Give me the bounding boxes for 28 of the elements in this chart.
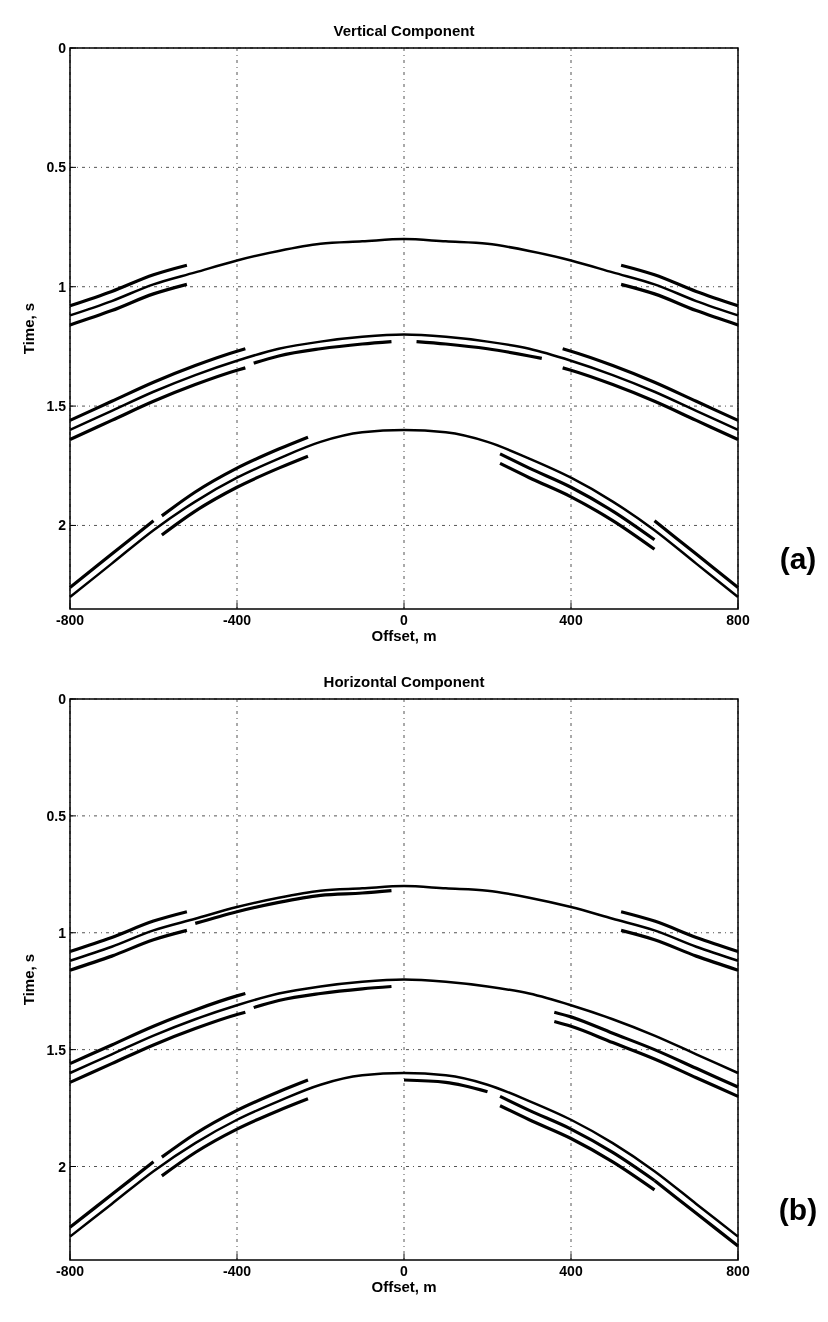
y-tick-label: 2: [58, 517, 67, 534]
y-tick-label: 0: [58, 691, 67, 707]
y-tick-label: 1.5: [46, 398, 67, 415]
y-axis-title: Time, s: [20, 953, 37, 1006]
x-tick-label: 0: [400, 612, 409, 628]
x-tick-label: 400: [559, 1263, 583, 1279]
y-tick-label: 0: [58, 40, 67, 56]
x-tick-label: 0: [400, 1263, 409, 1279]
x-tick-label: 800: [726, 612, 750, 628]
x-tick-label: -800: [55, 612, 85, 628]
x-tick-label: -400: [222, 1263, 252, 1279]
y-tick-label: 2: [58, 1158, 67, 1175]
y-axis-title: Time, s: [20, 302, 37, 355]
y-tick-label: 1: [58, 924, 67, 941]
y-tick-label: 1.5: [46, 1041, 67, 1058]
text: (a): [779, 542, 817, 575]
chart-title: Vertical Component: [333, 22, 475, 39]
x-tick-label: 800: [726, 1263, 750, 1279]
chart-title: Horizontal Component: [323, 673, 485, 690]
x-axis-title: Offset, m: [371, 627, 437, 644]
y-tick-label: 0.5: [46, 159, 67, 176]
x-tick-label: -800: [55, 1263, 85, 1279]
x-tick-label: -400: [222, 612, 252, 628]
y-tick-label: 1: [58, 278, 67, 295]
text: (b): [778, 1193, 818, 1226]
y-tick-label: 0.5: [46, 807, 67, 824]
x-tick-label: 400: [559, 612, 583, 628]
x-axis-title: Offset, m: [371, 1278, 437, 1295]
